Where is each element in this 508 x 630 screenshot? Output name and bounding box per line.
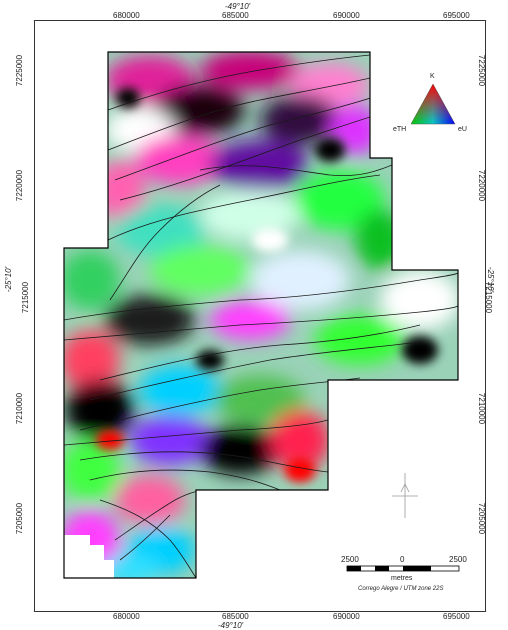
scale-label-zero: 0 bbox=[400, 555, 405, 564]
legend-apex-k: K bbox=[430, 73, 435, 80]
legend-apex-eth: eTH bbox=[393, 126, 407, 133]
scale-unit: metres bbox=[391, 575, 413, 582]
x-tick-bottom-1: 680000 bbox=[113, 612, 140, 621]
geology-contours bbox=[64, 54, 458, 578]
x-tick-bottom-3: 690000 bbox=[333, 612, 360, 621]
x-tick-top-1: 680000 bbox=[113, 11, 140, 20]
scale-label-right: 2500 bbox=[449, 555, 467, 564]
scale-label-left: 2500 bbox=[341, 555, 359, 564]
x-tick-top-3: 690000 bbox=[333, 11, 360, 20]
x-tick-bottom-2: 685000 bbox=[222, 612, 249, 621]
ternary-legend bbox=[410, 83, 456, 125]
projection-caption: Corrego Alegre / UTM zone 22S bbox=[358, 586, 444, 592]
survey-boundary bbox=[63, 51, 459, 579]
x-tick-top-4: 695000 bbox=[443, 11, 470, 20]
x-tick-top-2: 685000 bbox=[222, 11, 249, 20]
scale-bar bbox=[346, 565, 460, 572]
lon-label-top: -49°10' bbox=[225, 2, 251, 11]
x-tick-bottom-4: 695000 bbox=[443, 612, 470, 621]
lon-label-bottom: -49°10' bbox=[218, 621, 244, 630]
north-arrow-icon bbox=[392, 473, 418, 518]
legend-apex-eu: eU bbox=[458, 126, 467, 133]
